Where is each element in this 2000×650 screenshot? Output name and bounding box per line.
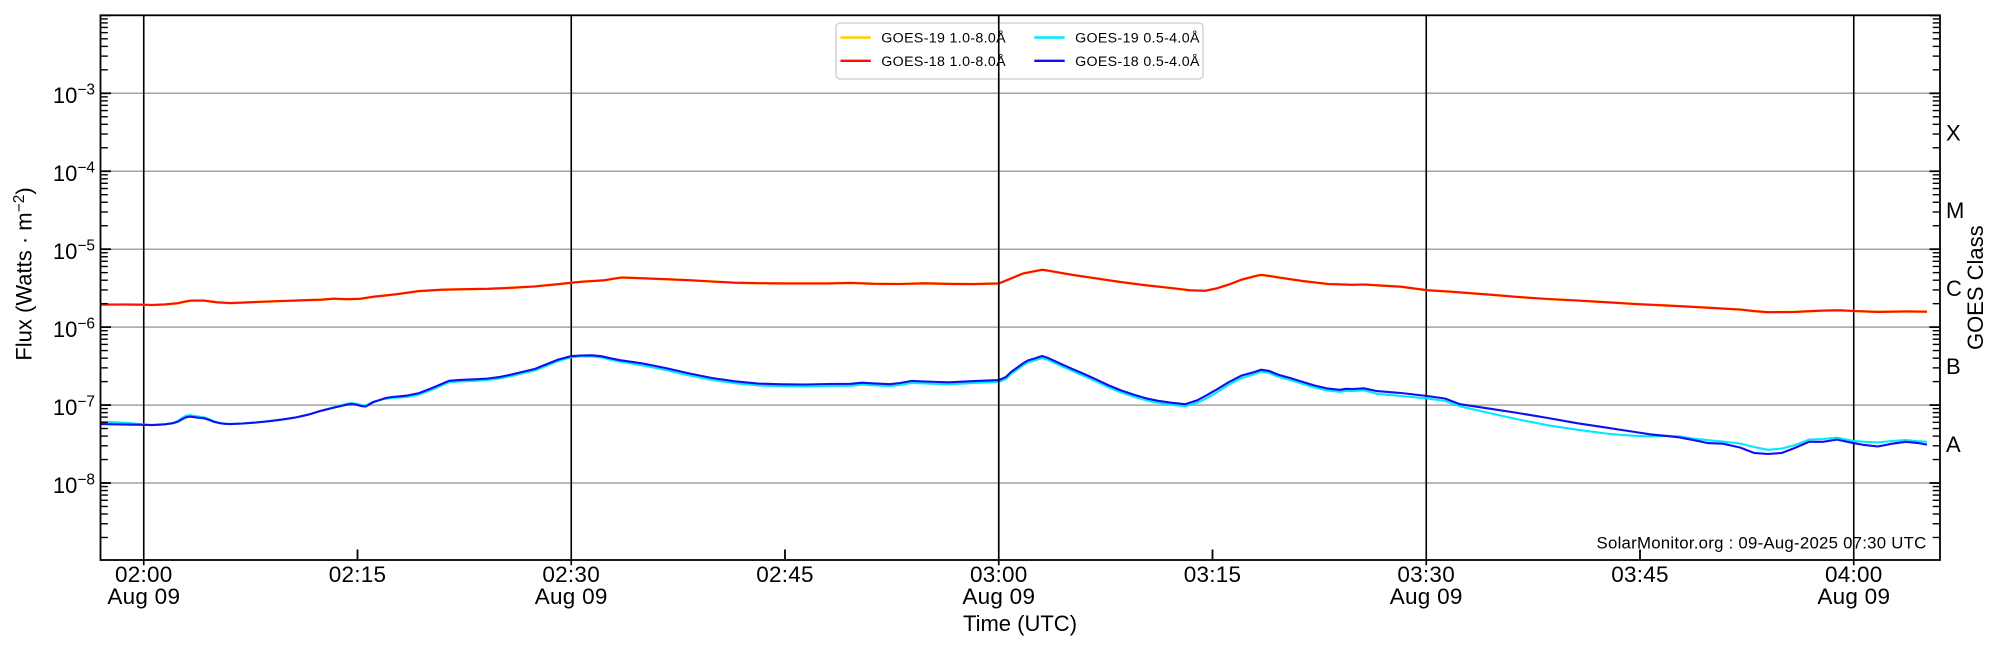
svg-text:X: X bbox=[1946, 120, 1961, 145]
svg-text:02:15: 02:15 bbox=[329, 562, 387, 587]
svg-text:02:00: 02:00 bbox=[115, 562, 173, 587]
svg-text:Aug 09: Aug 09 bbox=[535, 584, 608, 609]
svg-text:A: A bbox=[1946, 432, 1961, 457]
svg-text:04:00: 04:00 bbox=[1825, 562, 1883, 587]
svg-text:SolarMonitor.org : 09-Aug-2025: SolarMonitor.org : 09-Aug-2025 07:30 UTC bbox=[1597, 534, 1927, 553]
svg-text:GOES-19 1.0-8.0Å: GOES-19 1.0-8.0Å bbox=[881, 30, 1006, 47]
svg-text:Flux (Watts · m−2): Flux (Watts · m−2) bbox=[11, 187, 37, 360]
svg-text:GOES-18 0.5-4.0Å: GOES-18 0.5-4.0Å bbox=[1075, 53, 1200, 70]
svg-text:Aug 09: Aug 09 bbox=[962, 584, 1035, 609]
svg-text:B: B bbox=[1946, 354, 1961, 379]
svg-text:03:15: 03:15 bbox=[1184, 562, 1242, 587]
svg-text:03:45: 03:45 bbox=[1611, 562, 1669, 587]
svg-text:GOES Class: GOES Class bbox=[1963, 225, 1988, 350]
svg-text:GOES-18 1.0-8.0Å: GOES-18 1.0-8.0Å bbox=[881, 53, 1006, 70]
svg-text:10−4: 10−4 bbox=[53, 160, 96, 187]
svg-text:03:30: 03:30 bbox=[1397, 562, 1455, 587]
svg-text:Time (UTC): Time (UTC) bbox=[963, 611, 1077, 636]
svg-text:02:30: 02:30 bbox=[542, 562, 600, 587]
svg-text:10−6: 10−6 bbox=[53, 316, 95, 343]
svg-text:Aug 09: Aug 09 bbox=[1390, 584, 1463, 609]
svg-text:03:00: 03:00 bbox=[970, 562, 1028, 587]
svg-text:M: M bbox=[1946, 198, 1964, 223]
svg-text:Aug 09: Aug 09 bbox=[1817, 584, 1890, 609]
svg-text:C: C bbox=[1946, 276, 1962, 301]
svg-text:GOES-19 0.5-4.0Å: GOES-19 0.5-4.0Å bbox=[1075, 30, 1200, 47]
svg-text:Aug 09: Aug 09 bbox=[107, 584, 180, 609]
svg-text:02:45: 02:45 bbox=[756, 562, 814, 587]
